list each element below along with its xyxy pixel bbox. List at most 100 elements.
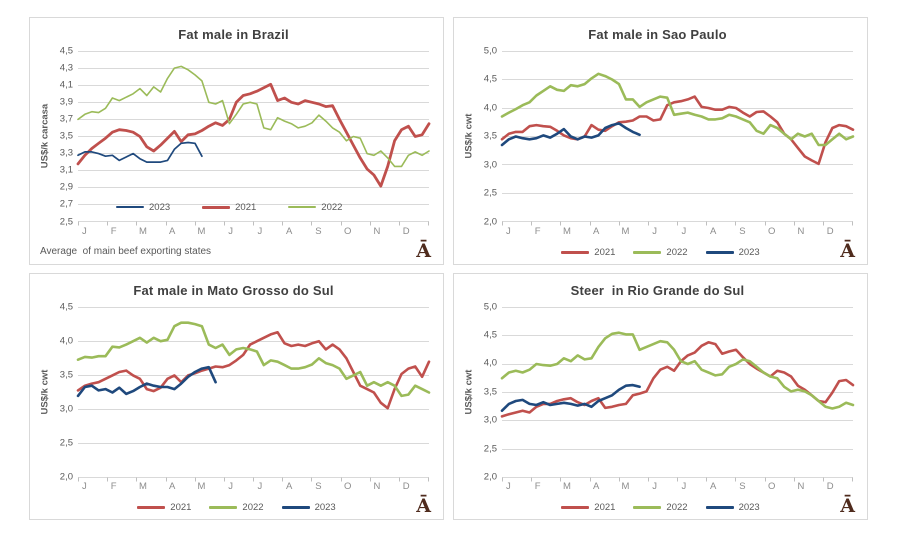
y-tick-label: 2,0 bbox=[483, 471, 497, 483]
series-2023-line bbox=[76, 365, 217, 397]
y-tick-label: 3,7 bbox=[59, 113, 73, 125]
x-tick-label: M bbox=[562, 481, 571, 492]
legend-line-swatch bbox=[561, 250, 590, 254]
x-tick-label: N bbox=[797, 225, 805, 237]
y-axis-tick-labels: 4,5 4,0 3,5 3,0 2,5 2,0 bbox=[51, 301, 78, 483]
legend-item-2021: 2021 bbox=[561, 502, 615, 513]
legend-label: 2022 bbox=[242, 502, 264, 513]
legend-label: 2023 bbox=[149, 201, 171, 213]
legend: 2021 2022 2023 bbox=[454, 247, 867, 258]
x-tick-label: A bbox=[286, 481, 293, 492]
y-tick-label: 2,5 bbox=[59, 216, 73, 227]
x-tick-label: J bbox=[82, 225, 87, 237]
x-tick-label: A bbox=[169, 481, 176, 492]
legend: 2023 2021 2022 bbox=[116, 202, 374, 213]
legend-label: 2021 bbox=[235, 201, 257, 213]
chart-canvas bbox=[76, 306, 431, 481]
chart-title: Fat male in Sao Paulo bbox=[588, 27, 727, 42]
x-tick-label: O bbox=[767, 225, 776, 237]
x-tick-label: S bbox=[315, 481, 322, 492]
x-tick-label: A bbox=[593, 225, 600, 237]
x-tick-label: J bbox=[652, 481, 658, 492]
x-tick-label: O bbox=[343, 225, 352, 237]
series-2021-line bbox=[76, 330, 431, 409]
x-tick-label: S bbox=[739, 481, 746, 492]
legend-label: 2023 bbox=[314, 502, 336, 513]
y-axis-title: US$/k cwt bbox=[463, 113, 474, 159]
chart-title: Fat male in Brazil bbox=[178, 27, 289, 42]
y-tick-label: 4,0 bbox=[483, 357, 497, 369]
x-tick-label: J bbox=[257, 481, 263, 492]
x-tick-label: F bbox=[110, 481, 117, 492]
series-2021-line bbox=[500, 95, 855, 166]
legend-item-2021: 2021 bbox=[137, 502, 191, 513]
y-tick-label: 2,5 bbox=[483, 187, 497, 199]
plot-row: US$/k cwt 5,0 4,5 4,0 3,5 3,0 2,5 2,0 J F M A M J J A… bbox=[462, 301, 855, 492]
y-tick-label: 5,0 bbox=[483, 45, 497, 57]
x-tick-label: D bbox=[826, 481, 834, 492]
y-tick-label: 2,7 bbox=[59, 198, 73, 210]
legend: 2021 2022 2023 bbox=[454, 502, 867, 513]
legend-line-swatch bbox=[633, 506, 662, 509]
x-tick-label: N bbox=[373, 481, 381, 492]
x-tick-label: J bbox=[228, 481, 234, 492]
legend-label: 2023 bbox=[738, 502, 760, 513]
y-tick-label: 4,5 bbox=[59, 301, 73, 312]
y-axis-tick-labels: 5,0 4,5 4,0 3,5 3,0 2,5 2,0 bbox=[475, 301, 502, 483]
x-tick-label: S bbox=[315, 225, 322, 237]
y-tick-label: 3,3 bbox=[59, 147, 73, 159]
x-tick-label: J bbox=[681, 481, 687, 492]
legend-label: 2021 bbox=[594, 502, 616, 513]
chart-panel-fat-male-mato-grosso-do-sul: Fat male in Mato Grosso do Sul US$/k cwt… bbox=[29, 272, 444, 520]
legend-line-swatch bbox=[705, 506, 734, 509]
legend-item-2023: 2023 bbox=[281, 502, 336, 513]
y-tick-label: 2,5 bbox=[483, 443, 497, 455]
logo-a: Ā bbox=[416, 239, 431, 262]
legend-line-swatch bbox=[202, 205, 231, 209]
legend-label: 2022 bbox=[321, 201, 343, 213]
y-tick-label: 2,9 bbox=[59, 181, 73, 193]
legend-item-2022: 2022 bbox=[633, 502, 688, 513]
y-tick-label: 4,3 bbox=[59, 62, 73, 74]
x-tick-label: J bbox=[82, 481, 87, 492]
chart-panel-steer-rio-grande-do-sul: Steer in Rio Grande do Sul US$/k cwt 5,0… bbox=[453, 272, 868, 520]
legend-label: 2021 bbox=[170, 502, 192, 513]
legend-line-swatch bbox=[705, 250, 734, 254]
plot-row: US$/k carcasa 4,5 4,3 4,1 3,9 3,7 3,5 3,3 3,1 2,… bbox=[38, 46, 431, 237]
y-axis-title: US$/k carcasa bbox=[39, 104, 50, 169]
x-tick-label: A bbox=[593, 481, 600, 492]
x-tick-label: F bbox=[534, 481, 541, 492]
y-tick-label: 3,9 bbox=[59, 96, 73, 108]
series-2021-line bbox=[76, 82, 431, 188]
x-tick-label: S bbox=[739, 225, 746, 237]
y-axis-title: US$/k cwt bbox=[463, 369, 474, 415]
y-axis-tick-labels: 4,5 4,3 4,1 3,9 3,7 3,5 3,3 3,1 2,9 2,7 2,5 bbox=[51, 46, 78, 228]
y-tick-label: 3,5 bbox=[59, 130, 73, 142]
chart-title: Fat male in Mato Grosso do Sul bbox=[133, 282, 334, 298]
x-tick-label: N bbox=[373, 225, 381, 237]
series-2022-line bbox=[500, 330, 855, 410]
y-tick-label: 4,0 bbox=[59, 335, 73, 347]
legend-line-swatch bbox=[137, 506, 166, 509]
x-tick-label: D bbox=[402, 225, 410, 237]
x-tick-label: M bbox=[138, 225, 147, 237]
logo-a: Ā bbox=[840, 239, 855, 262]
legend-line-swatch bbox=[116, 206, 144, 208]
chart-title: Steer in Rio Grande do Sul bbox=[570, 282, 745, 298]
x-tick-label: J bbox=[681, 225, 687, 237]
series-2023-line bbox=[500, 383, 641, 412]
x-tick-label: M bbox=[197, 481, 206, 492]
series-2022-line bbox=[76, 320, 431, 397]
x-tick-label: J bbox=[506, 481, 511, 492]
x-tick-label: J bbox=[257, 225, 263, 237]
x-tick-label: A bbox=[169, 225, 176, 237]
plot-row: US$/k cwt 5,0 4,5 4,0 3,5 3,0 2,5 2,0 J F M A M J J A… bbox=[462, 46, 855, 237]
legend-item-2022: 2022 bbox=[209, 502, 264, 513]
x-tick-label: D bbox=[402, 481, 410, 492]
y-axis-title: US$/k cwt bbox=[39, 369, 50, 415]
x-tick-label: O bbox=[343, 481, 352, 492]
